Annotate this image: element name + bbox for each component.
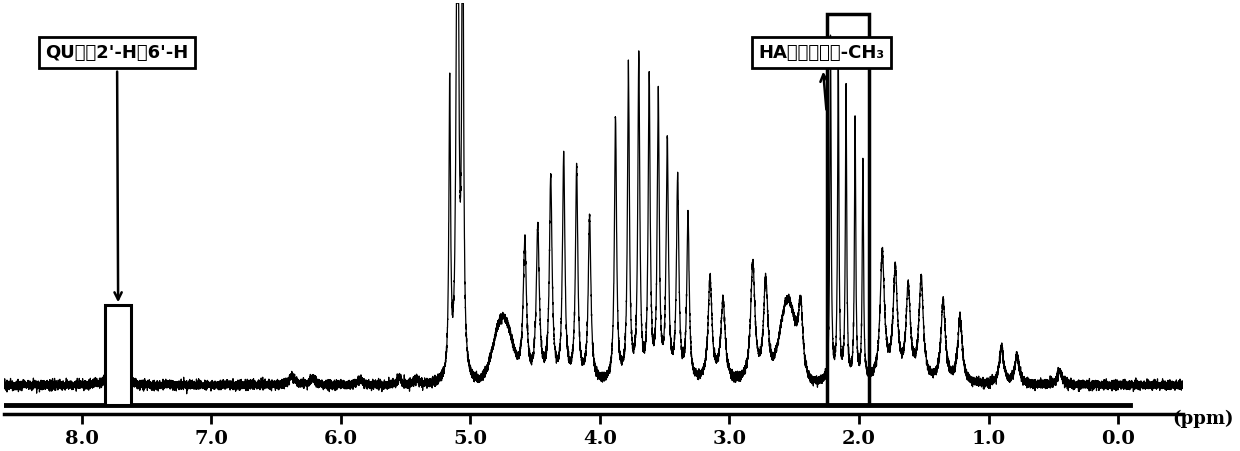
Bar [105, 305, 131, 405]
Text: QU上的2'-H和6'-H: QU上的2'-H和6'-H [46, 44, 188, 300]
Bar [827, 15, 869, 405]
Text: (ppm): (ppm) [1173, 409, 1234, 427]
Text: HA上的甲基峰-CH₃: HA上的甲基峰-CH₃ [759, 44, 884, 110]
